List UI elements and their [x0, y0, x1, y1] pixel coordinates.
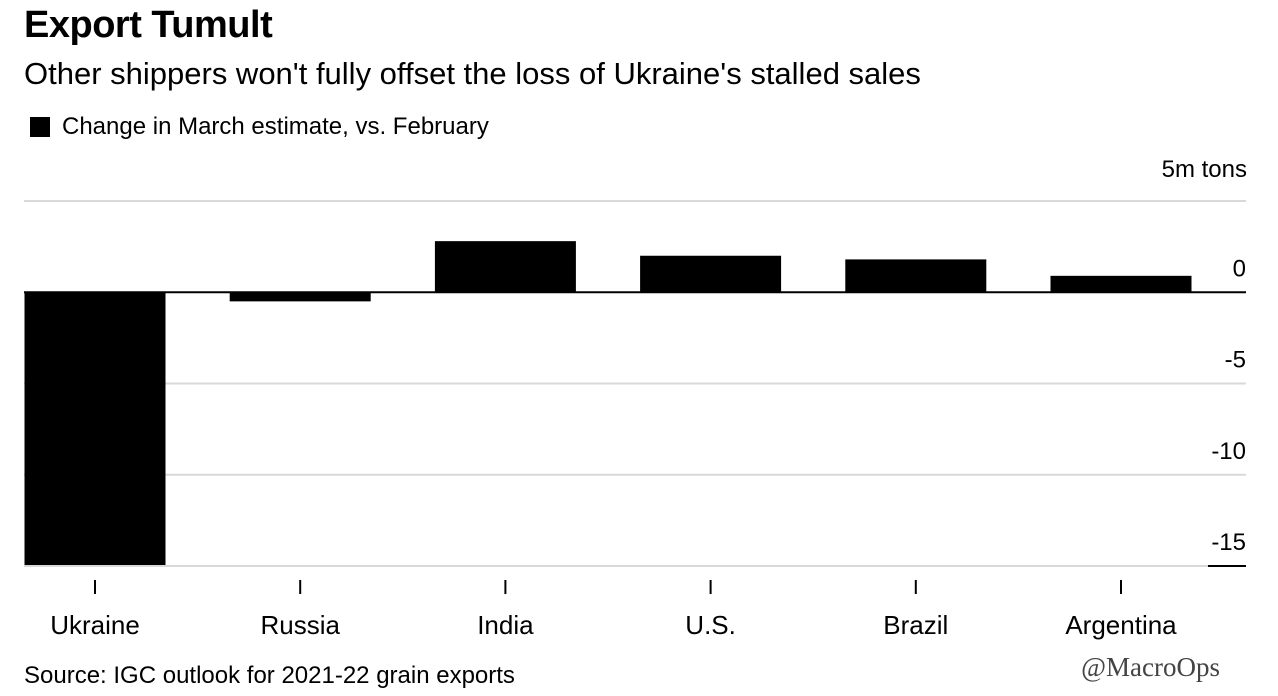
x-tick-label-russia: Russia — [260, 610, 340, 640]
chart-subtitle: Other shippers won't fully offset the lo… — [24, 56, 921, 91]
source-note: Source: IGC outlook for 2021-22 grain ex… — [24, 662, 515, 689]
x-tick-label-us: U.S. — [685, 610, 736, 640]
x-tick-label-brazil: Brazil — [883, 610, 948, 640]
bar-russia — [229, 292, 371, 302]
legend-label: Change in March estimate, vs. February — [62, 113, 489, 140]
bars — [24, 241, 1192, 566]
x-tick-label-ukraine: Ukraine — [50, 610, 140, 640]
legend-swatch — [30, 117, 50, 137]
chart-title: Export Tumult — [24, 4, 273, 46]
y-tick-label: -15 — [1211, 529, 1246, 556]
labels: 0 -5 -10 -15 Ukraine Russia India U.S. Brazil Arg… — [50, 255, 1246, 640]
y-tick-label: -5 — [1225, 347, 1246, 374]
y-tick-label: -10 — [1211, 438, 1246, 465]
watermark: @MacroOps — [1081, 652, 1220, 682]
bar-brazil — [845, 259, 987, 293]
axes — [24, 291, 1246, 594]
x-tick-label-india: India — [477, 610, 534, 640]
x-tick-label-argentina: Argentina — [1065, 610, 1177, 640]
bar-argentina — [1050, 275, 1192, 293]
legend: Change in March estimate, vs. February — [24, 113, 489, 141]
y-tick-label: 0 — [1233, 255, 1246, 282]
bar-us — [640, 255, 782, 293]
bar-india — [434, 241, 576, 293]
bar-ukraine — [24, 292, 166, 566]
y-axis-unit-label: 5m tons — [1161, 156, 1247, 183]
gridlines — [24, 200, 1246, 567]
